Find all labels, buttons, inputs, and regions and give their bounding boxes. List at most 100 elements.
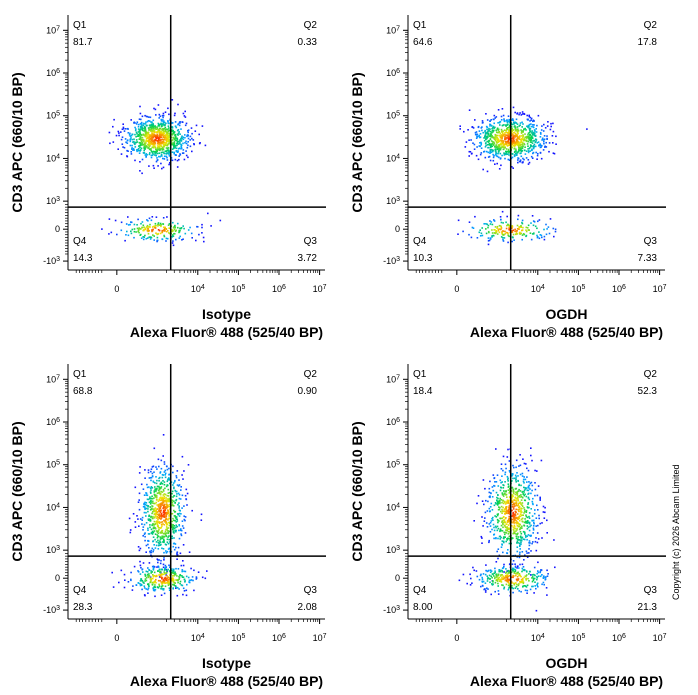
data-point-pop1 (515, 502, 518, 505)
data-point-pop1 (514, 111, 516, 114)
data-point-pop1 (165, 517, 167, 520)
data-point-pop1 (149, 551, 152, 554)
data-point-pop1 (147, 518, 150, 520)
data-point-pop1 (171, 520, 173, 523)
data-point-pop1 (521, 563, 524, 566)
data-point-pop1 (518, 144, 520, 147)
data-point-pop2 (168, 564, 170, 567)
data-point-pop1 (162, 488, 165, 491)
data-point-pop1 (499, 538, 501, 540)
data-point-pop1 (156, 534, 159, 536)
flow-plot-1: Q181.7Q20.33Q33.72Q414.31071061051041030… (9, 15, 327, 340)
data-point-pop2 (490, 570, 493, 572)
data-point-pop1 (525, 550, 528, 553)
data-point-pop1 (525, 129, 527, 131)
quadrant-name-q4: Q4 (73, 585, 87, 596)
data-point-pop1 (505, 532, 508, 534)
data-point-pop2 (543, 583, 545, 586)
data-point-pop1 (504, 536, 506, 538)
data-point-pop2 (145, 237, 148, 240)
data-point-pop1 (139, 560, 141, 563)
data-point-pop1 (159, 142, 162, 144)
data-point-pop1 (141, 172, 143, 175)
data-point-pop1 (522, 530, 525, 533)
data-point-pop1 (521, 113, 524, 115)
data-point-pop2 (160, 225, 162, 228)
data-point-pop1 (164, 487, 166, 490)
data-point-pop2 (201, 226, 203, 229)
data-point-pop2 (178, 575, 180, 578)
data-point-pop2 (147, 229, 150, 231)
data-point-pop1 (530, 454, 532, 457)
data-point-pop1 (135, 131, 138, 134)
x-axis-title-marker: OGDH (546, 306, 588, 322)
data-point-pop1 (508, 129, 511, 131)
data-point-pop1 (516, 567, 518, 569)
data-point-pop2 (539, 575, 542, 578)
data-point-pop1 (540, 144, 542, 147)
data-point-pop1 (502, 521, 505, 524)
data-point-pop2 (141, 580, 144, 582)
data-point-pop1 (519, 464, 522, 467)
data-point-pop1 (521, 142, 524, 144)
data-point-pop1 (512, 167, 514, 169)
data-point-pop1 (157, 500, 160, 502)
data-point-pop1 (162, 128, 164, 130)
data-point-pop2 (151, 216, 154, 218)
data-point-pop1 (501, 135, 504, 137)
data-point-pop1 (484, 511, 487, 514)
data-point-pop2 (533, 221, 536, 223)
data-point-pop1 (494, 150, 497, 152)
data-point-pop1 (507, 501, 510, 504)
data-point-pop1 (537, 114, 540, 117)
quadrant-percent-q3: 3.72 (298, 253, 318, 264)
data-point-pop1 (162, 566, 165, 569)
data-point-pop1 (172, 465, 174, 468)
data-point-pop1 (516, 513, 519, 515)
data-point-pop2 (486, 578, 489, 580)
data-point-pop1 (160, 518, 162, 520)
data-point-pop1 (498, 168, 501, 170)
data-point-pop1 (166, 156, 168, 159)
data-point-pop1 (504, 513, 506, 515)
data-point-pop2 (173, 568, 175, 571)
data-point-pop1 (496, 155, 499, 158)
data-point-pop2 (487, 243, 490, 246)
data-point-pop1 (143, 149, 145, 152)
data-point-pop1 (512, 560, 515, 562)
data-point-pop1 (516, 132, 519, 134)
data-point-pop1 (150, 154, 153, 157)
data-point-pop1 (492, 489, 495, 492)
data-point-pop1 (181, 525, 184, 527)
data-point-pop1 (138, 118, 141, 120)
data-point-pop1 (186, 135, 188, 138)
data-point-pop2 (523, 233, 526, 236)
data-point-pop1 (502, 526, 504, 529)
data-point-pop1 (530, 145, 532, 148)
data-point-pop1 (504, 124, 507, 126)
data-point-pop2 (544, 576, 546, 579)
data-point-pop1 (518, 524, 521, 526)
data-point-pop2 (166, 581, 169, 584)
data-point-pop2 (159, 575, 162, 577)
data-point-pop1 (153, 510, 156, 513)
data-point-pop2 (123, 573, 126, 576)
data-point-pop2 (158, 568, 161, 571)
data-point-pop1 (511, 130, 513, 133)
data-point-pop1 (523, 139, 525, 142)
data-point-pop1 (145, 144, 147, 147)
data-point-pop1 (164, 124, 166, 126)
data-point-pop1 (157, 535, 159, 537)
data-point-pop1 (511, 132, 513, 135)
data-point-pop2 (519, 574, 521, 576)
data-point-pop1 (163, 493, 166, 495)
data-point-pop2 (516, 588, 519, 590)
data-point-pop2 (475, 570, 478, 572)
data-point-pop1 (541, 537, 543, 539)
quadrant-percent-q4: 14.3 (73, 253, 93, 264)
data-point-pop1 (531, 142, 534, 144)
data-point-pop1 (482, 479, 485, 481)
data-point-pop1 (158, 522, 161, 524)
data-point-pop1 (516, 144, 519, 146)
data-point-pop1 (123, 146, 126, 149)
